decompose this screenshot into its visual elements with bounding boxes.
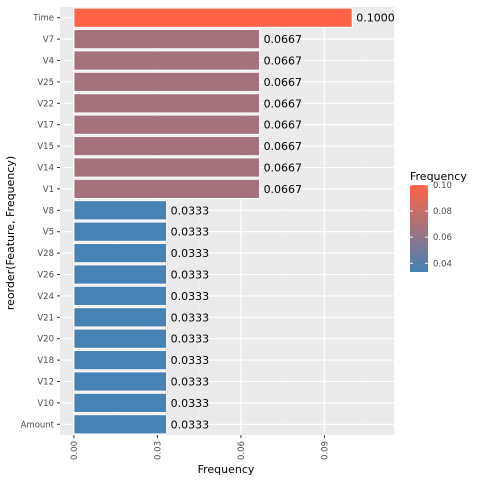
value-label-v14: 0.0667	[264, 162, 303, 175]
y-tick-label: V20	[37, 335, 54, 345]
bar-v1	[73, 178, 261, 200]
y-tick-label: V12	[37, 378, 54, 388]
value-label-v7: 0.0667	[264, 33, 303, 46]
y-tick-label: V21	[37, 313, 54, 323]
value-label-v24: 0.0333	[171, 290, 210, 303]
bar-v10	[73, 392, 168, 414]
y-tick-label: V4	[43, 57, 54, 67]
legend: Frequency 0.04 0.06 0.08 0.10	[410, 170, 467, 272]
legend-tick-label: 0.10	[433, 181, 452, 191]
value-label-v15: 0.0667	[264, 140, 303, 153]
value-labels: 0.1000 0.0667 0.0667 0.0667 0.0667 0.0667 0.06…	[171, 12, 395, 432]
x-tick-label: 0.09	[320, 441, 330, 460]
value-label-v12: 0.0333	[171, 376, 210, 389]
bar-time	[73, 7, 353, 28]
bar-v26	[73, 264, 168, 285]
bar-v4	[73, 50, 261, 71]
y-axis: Time V7 V4 V25 V22 V17 V15 V14 V1 V8 V5 V28 V26 V24 V2…	[21, 14, 60, 430]
y-tick-label: V5	[43, 228, 54, 238]
value-label-v22: 0.0667	[264, 97, 303, 110]
y-tick-label: V7	[43, 35, 54, 45]
bar-v12	[73, 371, 168, 392]
x-axis: 0.00 0.03 0.06 0.09	[70, 435, 330, 460]
y-tick-label: V18	[37, 356, 54, 366]
x-axis-title: Frequency	[198, 463, 255, 476]
bar-v28	[73, 242, 168, 264]
value-label-v17: 0.0667	[264, 119, 303, 132]
y-tick-label: V24	[37, 292, 54, 302]
value-label-v18: 0.0333	[171, 354, 210, 367]
legend-tick-label: 0.04	[433, 259, 452, 269]
y-tick-label: V8	[43, 206, 54, 216]
bar-v5	[73, 221, 168, 242]
y-axis-title: reorder(Feature, Frequency)	[4, 156, 17, 310]
bar-v8	[73, 200, 168, 221]
y-tick-label: V28	[37, 249, 54, 259]
bar-v20	[73, 328, 168, 349]
bar-v21	[73, 307, 168, 328]
plot-panel	[60, 7, 394, 435]
y-tick-label: V26	[37, 271, 54, 281]
value-label-v5: 0.0333	[171, 226, 210, 239]
legend-tick-label: 0.06	[433, 233, 452, 243]
value-label-v26: 0.0333	[171, 269, 210, 282]
y-tick-label: V14	[37, 164, 54, 174]
bar-v15	[73, 135, 261, 157]
value-label-v8: 0.0333	[171, 204, 210, 217]
y-tick-label: V1	[43, 185, 54, 195]
legend-title: Frequency	[410, 170, 467, 183]
y-tick-label: V25	[37, 78, 54, 88]
x-tick-label: 0.00	[70, 441, 80, 460]
value-label-v20: 0.0333	[171, 333, 210, 346]
value-label-v28: 0.0333	[171, 247, 210, 260]
bar-amount	[73, 414, 168, 435]
value-label-v25: 0.0667	[264, 76, 303, 89]
bar-v7	[73, 28, 261, 50]
bar-v18	[73, 349, 168, 371]
value-label-time: 0.1000	[356, 12, 395, 25]
value-label-v10: 0.0333	[171, 397, 210, 410]
value-label-v4: 0.0667	[264, 55, 303, 68]
y-tick-label: V10	[37, 399, 54, 409]
legend-tick-label: 0.08	[433, 207, 452, 217]
x-tick-label: 0.06	[237, 441, 247, 460]
bar-v14	[73, 157, 261, 178]
bar-v25	[73, 71, 261, 93]
bars	[73, 7, 353, 435]
x-tick-label: 0.03	[153, 441, 163, 460]
bar-v17	[73, 114, 261, 135]
bar-v24	[73, 285, 168, 307]
legend-colorbar	[410, 185, 428, 272]
y-tick-label: Amount	[21, 420, 55, 430]
bar-v22	[73, 93, 261, 114]
y-tick-label: Time	[32, 14, 54, 24]
y-tick-label: V17	[37, 121, 54, 131]
value-label-v1: 0.0667	[264, 183, 303, 196]
y-tick-label: V15	[37, 142, 54, 152]
value-label-amount: 0.0333	[171, 418, 210, 431]
y-tick-label: V22	[37, 99, 54, 109]
value-label-v21: 0.0333	[171, 311, 210, 324]
legend-ticks: 0.04 0.06 0.08 0.10	[410, 181, 452, 269]
